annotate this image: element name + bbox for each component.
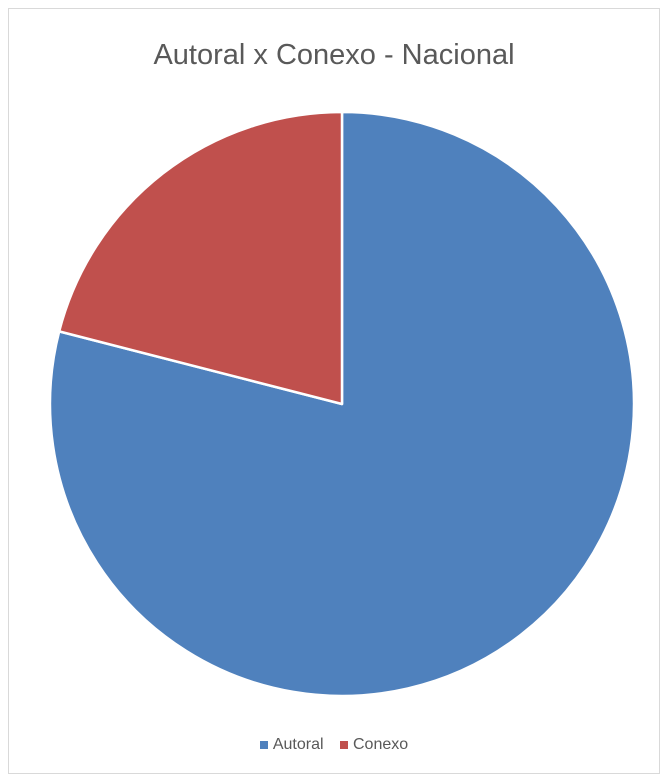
pie-slice-conexo [57, 110, 344, 406]
legend-item-autoral: Autoral [259, 736, 324, 754]
pie-chart [48, 110, 636, 698]
legend-item-conexo: Conexo [340, 736, 408, 754]
pie-slices [48, 110, 636, 698]
chart-frame: Autoral x Conexo - Nacional Autoral Cone… [8, 8, 660, 774]
legend-swatch-autoral [259, 741, 268, 749]
pie-slice-autoral [48, 110, 636, 698]
legend-label-conexo: Conexo [353, 736, 409, 753]
legend-swatch-conexo [340, 741, 348, 749]
legend-label-autoral: Autoral [272, 736, 324, 753]
chart-title: Autoral x Conexo - Nacional [153, 39, 515, 71]
chart-legend: Autoral Conexo [9, 736, 659, 754]
